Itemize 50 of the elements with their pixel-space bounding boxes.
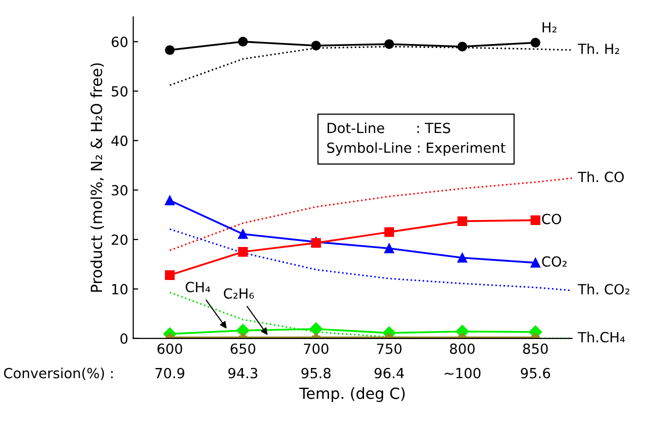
annotation: Symbol-Line : Experiment (327, 142, 506, 156)
series-label: Th. CO₂ (578, 284, 630, 294)
point (164, 196, 175, 206)
text: 95.8 (301, 368, 331, 378)
y-tick-label: 40 (111, 136, 128, 146)
point (384, 244, 394, 254)
y-tick-label: 50 (112, 86, 128, 97)
line-series (169, 177, 572, 252)
annotation: CH₄ (186, 282, 210, 292)
y-axis-title: Product (mol%, N₂ & H₂O free) (90, 63, 104, 292)
y-tick-label: 60 (112, 36, 128, 48)
y-tick-label: 20 (112, 234, 128, 245)
point (457, 42, 468, 52)
y-tick-label: 10 (112, 284, 128, 294)
point (457, 252, 468, 263)
point (238, 36, 248, 47)
point (164, 270, 175, 280)
x-tick-label: 750 (377, 344, 402, 354)
series-label: Th.CH₄ (578, 332, 625, 342)
y-tick-label: 0 (120, 333, 128, 344)
y-tick-label: 30 (112, 184, 128, 196)
x-axis-title: Temp. (deg C) (299, 387, 405, 402)
text: 94.3 (228, 368, 258, 378)
text: ~100 (444, 368, 480, 378)
series-label: CO (542, 214, 562, 224)
text: Conversion(%) : (4, 368, 113, 380)
series-label: H₂ (542, 22, 556, 32)
point (164, 45, 175, 55)
point (457, 216, 468, 226)
point (311, 40, 321, 50)
series-label: Th. H₂ (578, 43, 620, 54)
point (238, 246, 248, 257)
x-tick-label: 850 (523, 344, 548, 354)
x-tick-label: 800 (450, 344, 475, 354)
annotation: C₂H₆ (224, 288, 254, 299)
annotation: Dot-Line : TES (328, 122, 450, 134)
text: 96.4 (374, 368, 404, 378)
point (530, 215, 540, 226)
point (530, 38, 540, 48)
x-tick-label: 600 (158, 344, 182, 354)
point (384, 227, 394, 237)
point (530, 258, 540, 268)
series-label: CO₂ (542, 256, 567, 267)
series-label: Th. CO (578, 171, 624, 182)
text: 70.9 (155, 368, 184, 378)
x-tick-label: 650 (230, 344, 256, 354)
point (238, 229, 248, 239)
point (384, 39, 394, 49)
x-tick-label: 700 (304, 344, 328, 354)
text: 95.6 (520, 368, 550, 378)
